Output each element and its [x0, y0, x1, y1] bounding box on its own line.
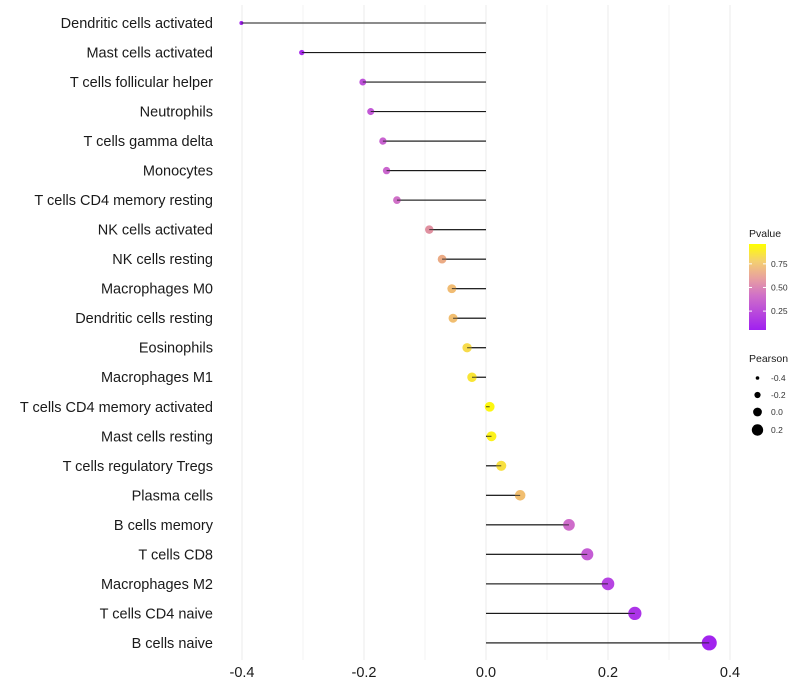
y-axis-label: NK cells resting	[112, 252, 213, 268]
x-tick-label: -0.4	[230, 665, 255, 681]
y-axis-label: Monocytes	[143, 164, 213, 180]
y-axis-label: Macrophages M1	[101, 370, 213, 386]
colorbar-tick-label: 0.50	[771, 282, 788, 292]
y-axis-label: T cells follicular helper	[70, 75, 213, 91]
pvalue-legend: Pvalue 0.25 0.50 0.75	[749, 228, 788, 330]
x-tick-label: 0.2	[598, 665, 618, 681]
y-axis-label: T cells gamma delta	[84, 134, 214, 150]
pvalue-legend-title: Pvalue	[749, 228, 781, 240]
x-tick-label: 0.4	[720, 665, 740, 681]
y-axis-label: T cells CD4 memory activated	[20, 400, 213, 416]
grid-lines	[241, 5, 731, 660]
y-axis-label: Mast cells activated	[86, 46, 213, 62]
y-axis-label: Plasma cells	[132, 488, 213, 504]
y-axis-label: B cells memory	[114, 518, 214, 534]
lollipop-point	[484, 401, 495, 412]
size-legend-key	[751, 424, 764, 436]
size-legend-key	[754, 391, 761, 399]
pearson-legend-title: Pearson	[749, 353, 788, 365]
lollipop-segments	[241, 22, 710, 644]
lollipop-points	[239, 21, 717, 651]
x-tick-label: 0.0	[476, 665, 496, 681]
y-axis-label: T cells CD4 naive	[100, 606, 213, 622]
y-axis-label: Neutrophils	[140, 105, 213, 121]
size-legend-label: 0.2	[771, 425, 783, 435]
y-axis-label: Macrophages M2	[101, 577, 213, 593]
y-axis-label: Dendritic cells activated	[61, 16, 213, 32]
x-axis-tick-labels: -0.4 -0.2 0.0 0.2 0.4	[230, 665, 741, 681]
size-legend-label: -0.4	[771, 373, 786, 383]
size-legend-label: 0.0	[771, 407, 783, 417]
y-axis-label: NK cells activated	[98, 223, 213, 239]
x-tick-label: -0.2	[352, 665, 377, 681]
pvalue-colorbar	[749, 244, 766, 330]
y-axis-label: Macrophages M0	[101, 282, 213, 298]
y-axis-label: Dendritic cells resting	[75, 311, 213, 327]
colorbar-tick-label: 0.75	[771, 259, 788, 269]
lollipop-point	[628, 606, 642, 621]
y-axis-label: T cells CD8	[138, 547, 213, 563]
y-axis-label: T cells regulatory Tregs	[63, 459, 213, 475]
pearson-legend: Pearson -0.4 -0.2 0.0 0.2	[749, 353, 788, 436]
lollipop-point	[379, 137, 387, 145]
y-axis-label: T cells CD4 memory resting	[34, 193, 213, 209]
y-axis-label: Eosinophils	[139, 341, 213, 357]
size-legend-label: -0.2	[771, 390, 786, 400]
y-axis-label: B cells naive	[132, 636, 213, 652]
y-axis-label: Mast cells resting	[101, 429, 213, 445]
size-legend-key	[753, 407, 762, 417]
size-legend-key	[755, 376, 760, 380]
y-axis-labels: Dendritic cells activated Mast cells acti…	[20, 16, 214, 652]
colorbar-tick-label: 0.25	[771, 306, 788, 316]
